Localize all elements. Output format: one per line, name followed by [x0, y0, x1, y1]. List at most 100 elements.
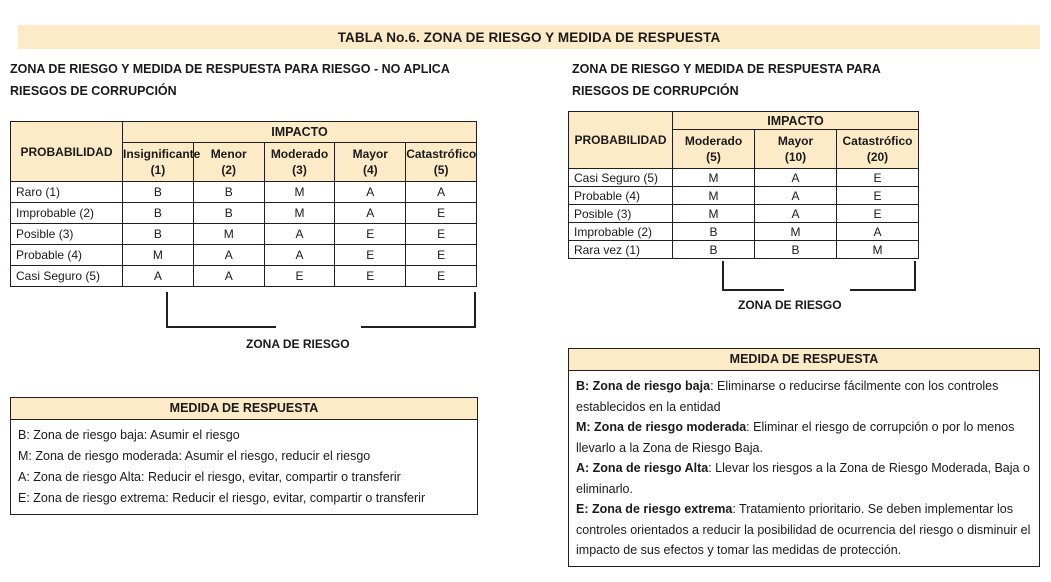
row-label: Raro (1) [10, 181, 123, 203]
cell-value: M [263, 181, 336, 203]
impact-col-2-score: (3) [292, 163, 307, 177]
cell-value: E [835, 186, 920, 205]
header-probabilidad: PROBABILIDAD [568, 111, 673, 169]
left-subtitle-line-1: ZONA DE RIESGO Y MEDIDA DE RESPUESTA PAR… [10, 62, 450, 76]
medida-entry-key: M: Zona de riesgo moderada [576, 420, 747, 434]
right-subtitle-line-1: ZONA DE RIESGO Y MEDIDA DE RESPUESTA PAR… [572, 62, 881, 76]
cell-value: A [263, 244, 336, 266]
bracket-right-stem [914, 261, 916, 291]
medida-respuesta-box-general: MEDIDA DE RESPUESTA B: Zona de riesgo ba… [10, 397, 478, 515]
cell-value: B [672, 222, 755, 241]
medida-entry: E: Zona de riesgo extrema: Tratamiento p… [576, 499, 1033, 561]
left-zona-riesgo-bracket [166, 292, 476, 330]
table-row: Casi Seguro (5) M A E [568, 168, 920, 187]
table-row: Posible (3) B M A E E [10, 223, 478, 245]
cell-value: A [192, 244, 265, 266]
medida-entry: A: Zona de riesgo Alta: Reducir el riesg… [18, 470, 401, 484]
row-label: Casi Seguro (5) [10, 265, 123, 287]
header-probabilidad: PROBABILIDAD [10, 121, 123, 182]
impact-col-0-name: Moderado [684, 134, 743, 148]
header-impact-col-4: Catastrófico (5) [405, 142, 478, 182]
bracket-left-stem [166, 292, 168, 328]
left-section-subtitle: ZONA DE RIESGO Y MEDIDA DE RESPUESTA PAR… [10, 58, 550, 102]
bracket-left-stem [722, 261, 724, 291]
cell-value: A [835, 222, 920, 241]
bracket-bottom-segment-right [850, 289, 916, 291]
cell-value: B [192, 181, 265, 203]
impact-col-3-score: (4) [362, 163, 378, 177]
table-row: Improbable (2) B M A [568, 222, 920, 241]
header-impact-col-3: Mayor (4) [334, 142, 407, 182]
impact-col-2-score: (20) [866, 150, 889, 164]
medida-entry-text: : Tratamiento prioritario. Se deben impl… [576, 502, 1031, 557]
medida-entry-key: A: Zona de riesgo Alta [576, 461, 709, 475]
row-label: Posible (3) [10, 223, 123, 245]
left-zona-riesgo-label: ZONA DE RIESGO [246, 337, 350, 351]
cell-value: M [672, 168, 755, 187]
cell-value: E [263, 265, 336, 287]
table-header-columns-row: Moderado (5) Mayor (10) Catastrófico (20… [569, 129, 920, 169]
cell-value: E [405, 202, 478, 224]
impact-col-1-score: (10) [784, 150, 807, 164]
impact-col-1-name: Mayor [777, 134, 814, 148]
table-title-banner: TABLA No.6. ZONA DE RIESGO Y MEDIDA DE R… [18, 25, 1040, 49]
cell-value: A [754, 204, 837, 223]
right-subtitle-line-2: RIESGOS DE CORRUPCIÓN [572, 84, 739, 98]
header-impact-col-0: Moderado (5) [672, 129, 755, 169]
page-title: TABLA No.6. ZONA DE RIESGO Y MEDIDA DE R… [337, 29, 721, 45]
row-label: Improbable (2) [568, 222, 673, 241]
medida-respuesta-box-corruption: MEDIDA DE RESPUESTA B: Zona de riesgo ba… [568, 348, 1040, 567]
medida-entry: M: Zona de riesgo moderada: Asumir el ri… [18, 449, 371, 463]
medida-header: MEDIDA DE RESPUESTA [569, 349, 1039, 371]
cell-value: M [754, 222, 837, 241]
table-row: Probable (4) M A E [568, 186, 920, 205]
table-header-group-row: PROBABILIDAD IMPACTO [568, 111, 920, 169]
cell-value: M [672, 186, 755, 205]
impact-col-2-name: Catastrófico [842, 134, 913, 148]
impact-col-3-name: Mayor [352, 147, 388, 161]
cell-value: A [334, 181, 407, 203]
cell-value: A [263, 223, 336, 245]
risk-matrix-table-general: PROBABILIDAD IMPACTO Insignificante (1) … [10, 121, 478, 287]
row-label: Posible (3) [568, 204, 673, 223]
medida-entry-text: : Eliminarse o reducirse fácilmente con … [576, 379, 999, 414]
cell-value: E [835, 204, 920, 223]
left-subtitle-line-2: RIESGOS DE CORRUPCIÓN [10, 84, 177, 98]
table-header-group-row: PROBABILIDAD IMPACTO [10, 121, 478, 182]
impact-col-0-name: Insignificante [123, 147, 201, 161]
cell-value: A [754, 186, 837, 205]
impact-col-0-score: (1) [150, 163, 166, 177]
cell-value: A [192, 265, 265, 287]
impact-col-0-score: (5) [706, 150, 721, 164]
table-row: Posible (3) M A E [568, 204, 920, 223]
medida-entry-key: E: Zona de riesgo extrema [576, 502, 733, 516]
table-row: Rara vez (1) B B M [568, 240, 920, 259]
header-impact-col-0: Insignificante (1) [122, 142, 201, 182]
header-impact-col-2: Catastrófico (20) [835, 129, 920, 169]
cell-value: E [405, 265, 478, 287]
cell-value: B [122, 223, 194, 245]
row-label: Probable (4) [568, 186, 673, 205]
cell-value: A [334, 202, 407, 224]
right-zona-riesgo-label: ZONA DE RIESGO [738, 298, 842, 312]
cell-value: B [122, 202, 194, 224]
impact-col-1-score: (2) [221, 163, 237, 177]
header-impact-col-1: Mayor (10) [754, 129, 837, 169]
impact-col-1-name: Menor [210, 147, 247, 161]
cell-value: B [192, 202, 265, 224]
bracket-right-stem [474, 292, 476, 328]
cell-value: A [405, 181, 478, 203]
cell-value: E [334, 244, 407, 266]
table-header-columns-row: Insignificante (1) Menor (2) Moderado (3… [11, 142, 478, 182]
right-section-subtitle: ZONA DE RIESGO Y MEDIDA DE RESPUESTA PAR… [572, 58, 972, 102]
risk-matrix-table-corruption: PROBABILIDAD IMPACTO Moderado (5) Mayor … [568, 111, 920, 259]
medida-entry-text: : Llevar los riesgos a la Zona de Riesgo… [576, 461, 1030, 496]
medida-entry: E: Zona de riesgo extrema: Reducir el ri… [18, 491, 426, 505]
medida-entry: M: Zona de riesgo moderada: Eliminar el … [576, 417, 1033, 458]
row-label: Probable (4) [10, 244, 123, 266]
medida-entry: B: Zona de riesgo baja: Eliminarse o red… [576, 376, 1033, 417]
impact-col-4-name: Catastrófico [406, 147, 477, 161]
cell-value: M [835, 240, 920, 259]
cell-value: M [672, 204, 755, 223]
